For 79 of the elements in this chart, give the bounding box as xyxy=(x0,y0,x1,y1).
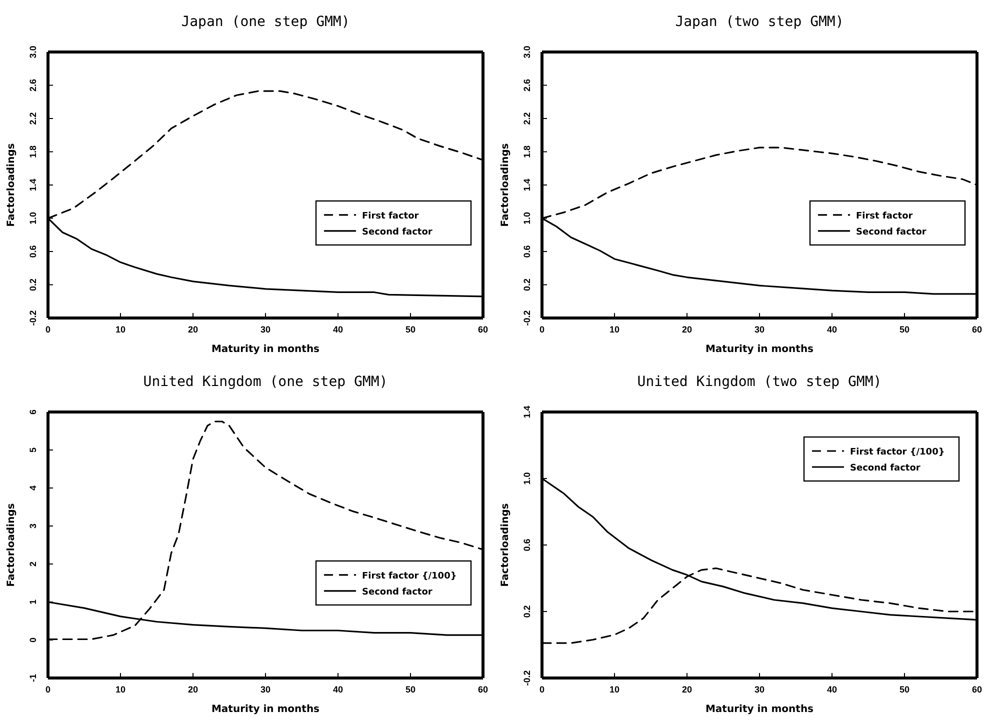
y-tick-label: 4 xyxy=(28,485,38,491)
y-tick-label: 2.6 xyxy=(522,78,532,92)
x-tick-label: 30 xyxy=(260,324,271,334)
x-tick-label: 10 xyxy=(115,324,126,334)
y-tick-label: 3.0 xyxy=(522,46,532,58)
y-tick-label: 2.2 xyxy=(28,112,38,125)
y-tick-label: 0.6 xyxy=(522,538,532,552)
y-tick-label: 0.2 xyxy=(28,278,38,292)
x-tick-label: 30 xyxy=(260,684,271,694)
x-tick-label: 40 xyxy=(826,324,838,334)
legend-label: First factor xyxy=(362,211,420,222)
y-tick-label: 5 xyxy=(28,447,38,453)
y-axis-title: Factorloadings xyxy=(500,143,511,227)
legend-label: Second factor xyxy=(362,227,433,238)
x-axis-title: Maturity in months xyxy=(705,704,814,715)
y-axis-title: Factorloadings xyxy=(500,503,511,587)
x-tick-label: 0 xyxy=(45,684,51,694)
x-tick-label: 20 xyxy=(682,684,692,694)
y-tick-label: -0.2 xyxy=(522,670,532,686)
x-tick-label: 0 xyxy=(539,684,545,694)
x-tick-label: 60 xyxy=(972,684,982,694)
x-tick-label: 20 xyxy=(188,324,198,334)
x-tick-label: 20 xyxy=(188,684,198,694)
x-tick-label: 60 xyxy=(478,684,488,694)
y-tick-label: -1 xyxy=(28,674,38,682)
y-tick-label: 1.8 xyxy=(28,145,38,158)
y-tick-label: 0.6 xyxy=(522,245,532,258)
x-axis-title: Maturity in months xyxy=(705,344,814,355)
y-tick-label: 0 xyxy=(28,637,38,643)
x-tick-label: 10 xyxy=(115,684,126,694)
y-tick-label: 2 xyxy=(28,561,38,567)
x-tick-label: 30 xyxy=(754,684,765,694)
y-tick-label: 1.4 xyxy=(522,178,532,192)
y-tick-label: 3.0 xyxy=(28,46,38,58)
x-tick-label: 10 xyxy=(609,324,620,334)
y-axis-title: Factorloadings xyxy=(6,143,17,227)
x-tick-label: 40 xyxy=(332,324,344,334)
x-tick-label: 10 xyxy=(609,684,620,694)
chart-title: Japan (two step GMM) xyxy=(675,14,844,30)
x-tick-label: 50 xyxy=(405,324,416,334)
y-tick-label: 2.6 xyxy=(28,78,38,92)
y-tick-label: 6 xyxy=(28,409,38,415)
y-tick-label: 1.4 xyxy=(522,406,532,418)
y-tick-label: 0.2 xyxy=(522,605,532,618)
y-tick-label: 1.0 xyxy=(522,472,532,485)
x-axis-title: Maturity in months xyxy=(211,704,320,715)
chart-title: United Kingdom (one step GMM) xyxy=(143,374,388,390)
x-tick-label: 60 xyxy=(478,324,488,334)
y-tick-label: 1.4 xyxy=(28,178,38,192)
y-tick-label: 1 xyxy=(28,599,38,605)
x-tick-label: 30 xyxy=(754,324,765,334)
legend-label: First factor {/100} xyxy=(850,448,945,458)
chart-title: Japan (one step GMM) xyxy=(181,14,350,30)
y-axis-title: Factorloadings xyxy=(6,503,17,587)
y-tick-label: 0.6 xyxy=(28,245,38,258)
legend-label: Second factor xyxy=(362,587,433,598)
x-tick-label: 40 xyxy=(332,684,344,694)
x-axis-title: Maturity in months xyxy=(211,344,320,355)
x-tick-label: 20 xyxy=(682,324,692,334)
y-tick-label: -0.2 xyxy=(28,310,38,326)
x-tick-label: 0 xyxy=(539,324,545,334)
x-tick-label: 50 xyxy=(899,324,910,334)
x-tick-label: 0 xyxy=(45,324,51,334)
legend-label: First factor xyxy=(856,211,914,222)
legend-label: Second factor xyxy=(850,464,921,474)
y-tick-label: 2.2 xyxy=(522,112,532,125)
y-tick-label: 1.8 xyxy=(522,145,532,158)
legend-label: First factor {/100} xyxy=(362,571,457,582)
y-tick-label: 1.0 xyxy=(522,212,532,225)
y-tick-label: 0.2 xyxy=(522,278,532,292)
x-tick-label: 50 xyxy=(405,684,416,694)
legend-label: Second factor xyxy=(856,227,927,238)
x-tick-label: 40 xyxy=(826,684,838,694)
x-tick-label: 60 xyxy=(972,324,982,334)
x-tick-label: 50 xyxy=(899,684,910,694)
y-tick-label: 3 xyxy=(28,523,38,529)
y-tick-label: -0.2 xyxy=(522,310,532,326)
y-tick-label: 1.0 xyxy=(28,212,38,225)
chart-title: United Kingdom (two step GMM) xyxy=(637,374,882,390)
